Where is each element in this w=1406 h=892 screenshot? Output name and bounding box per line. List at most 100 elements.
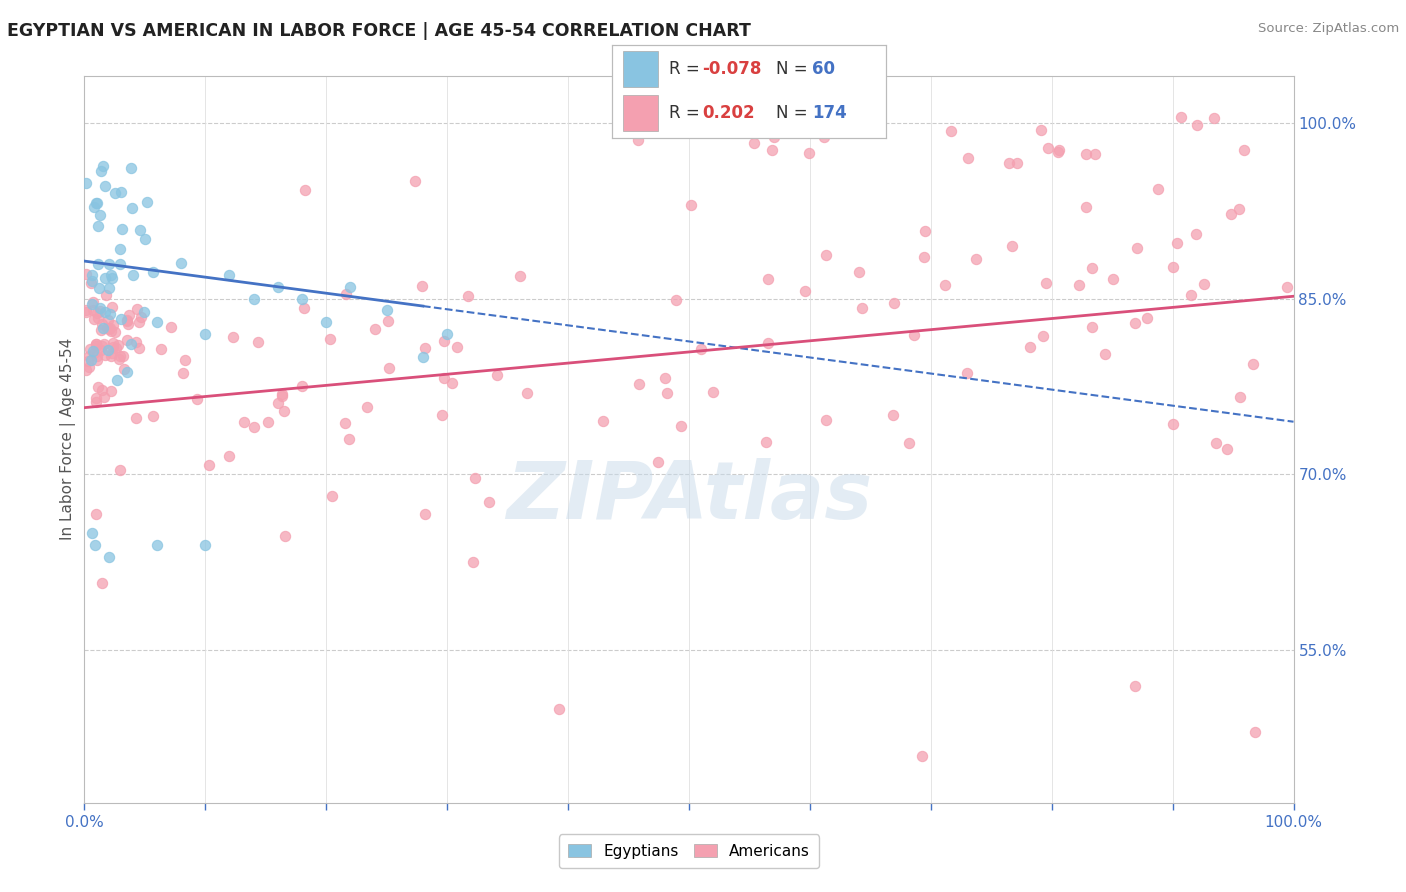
Point	[79, 342, 101, 356]
Point	[117, 317, 139, 331]
Point	[547, 702, 569, 716]
Point	[464, 471, 486, 485]
Point	[477, 494, 499, 508]
Point	[1161, 260, 1184, 275]
Point	[1031, 122, 1053, 136]
Point	[173, 353, 195, 368]
Point	[763, 129, 786, 144]
Text: R =: R =	[669, 104, 710, 122]
Y-axis label: In Labor Force | Age 45-54: In Labor Force | Age 45-54	[60, 338, 76, 541]
Point	[292, 301, 315, 315]
Point	[1036, 140, 1059, 154]
Point	[291, 379, 314, 393]
Point	[98, 281, 121, 295]
Point	[75, 363, 97, 377]
Point	[125, 335, 148, 350]
Point	[1007, 156, 1029, 170]
Point	[98, 322, 121, 336]
Point	[404, 174, 426, 188]
Point	[294, 183, 316, 197]
Point	[142, 265, 165, 279]
Point	[128, 341, 150, 355]
Point	[246, 334, 269, 349]
Point	[364, 322, 387, 336]
Point	[142, 409, 165, 423]
Point	[186, 392, 208, 406]
Point	[83, 312, 105, 326]
Point	[1125, 316, 1147, 330]
Point	[100, 384, 122, 398]
Point	[1170, 111, 1192, 125]
Point	[84, 336, 107, 351]
Point	[101, 340, 124, 354]
Point	[90, 323, 112, 337]
Point	[1019, 340, 1042, 354]
Point	[756, 272, 779, 286]
Point	[93, 178, 115, 193]
Point	[1241, 357, 1264, 371]
Point	[413, 341, 436, 355]
Point	[956, 367, 979, 381]
Point	[101, 300, 124, 314]
Point	[97, 549, 120, 564]
Point	[813, 130, 835, 145]
Point	[96, 343, 118, 358]
Point	[87, 257, 110, 271]
Point	[108, 351, 131, 366]
Point	[274, 529, 297, 543]
Point	[172, 366, 194, 380]
Point	[516, 386, 538, 401]
Point	[136, 195, 159, 210]
Point	[112, 361, 135, 376]
Point	[848, 265, 870, 279]
Point	[702, 385, 724, 400]
Point	[676, 116, 699, 130]
Point	[242, 292, 264, 306]
Text: EGYPTIAN VS AMERICAN IN LABOR FORCE | AGE 45-54 CORRELATION CHART: EGYPTIAN VS AMERICAN IN LABOR FORCE | AG…	[7, 22, 751, 40]
Point	[107, 338, 129, 352]
Point	[98, 307, 121, 321]
Point	[1232, 143, 1254, 157]
Point	[243, 420, 266, 434]
Point	[94, 348, 117, 362]
Point	[1166, 235, 1188, 250]
Point	[1227, 202, 1250, 216]
Point	[86, 350, 108, 364]
Point	[266, 396, 288, 410]
Point	[356, 400, 378, 414]
Point	[77, 354, 100, 368]
Point	[647, 455, 669, 469]
Point	[377, 314, 399, 328]
Point	[91, 576, 114, 591]
Point	[997, 156, 1019, 170]
Point	[882, 409, 904, 423]
Point	[77, 359, 100, 374]
Text: -0.078: -0.078	[702, 60, 762, 78]
Point	[634, 119, 657, 133]
Point	[89, 208, 111, 222]
Point	[446, 340, 468, 354]
Point	[125, 410, 148, 425]
Text: 174: 174	[811, 104, 846, 122]
Point	[627, 133, 650, 147]
Point	[96, 287, 118, 301]
Point	[897, 436, 920, 450]
Point	[146, 538, 169, 552]
Point	[903, 328, 925, 343]
Point	[134, 232, 156, 246]
Point	[94, 271, 117, 285]
Point	[194, 538, 217, 552]
Point	[934, 277, 956, 292]
Point	[101, 346, 124, 360]
Point	[93, 390, 115, 404]
Point	[440, 376, 463, 390]
Point	[695, 118, 717, 132]
Point	[120, 161, 142, 175]
Point	[87, 219, 110, 233]
Point	[159, 320, 181, 334]
Point	[75, 302, 97, 317]
Point	[1161, 417, 1184, 432]
Point	[110, 312, 132, 326]
Point	[83, 200, 105, 214]
Point	[103, 336, 125, 351]
